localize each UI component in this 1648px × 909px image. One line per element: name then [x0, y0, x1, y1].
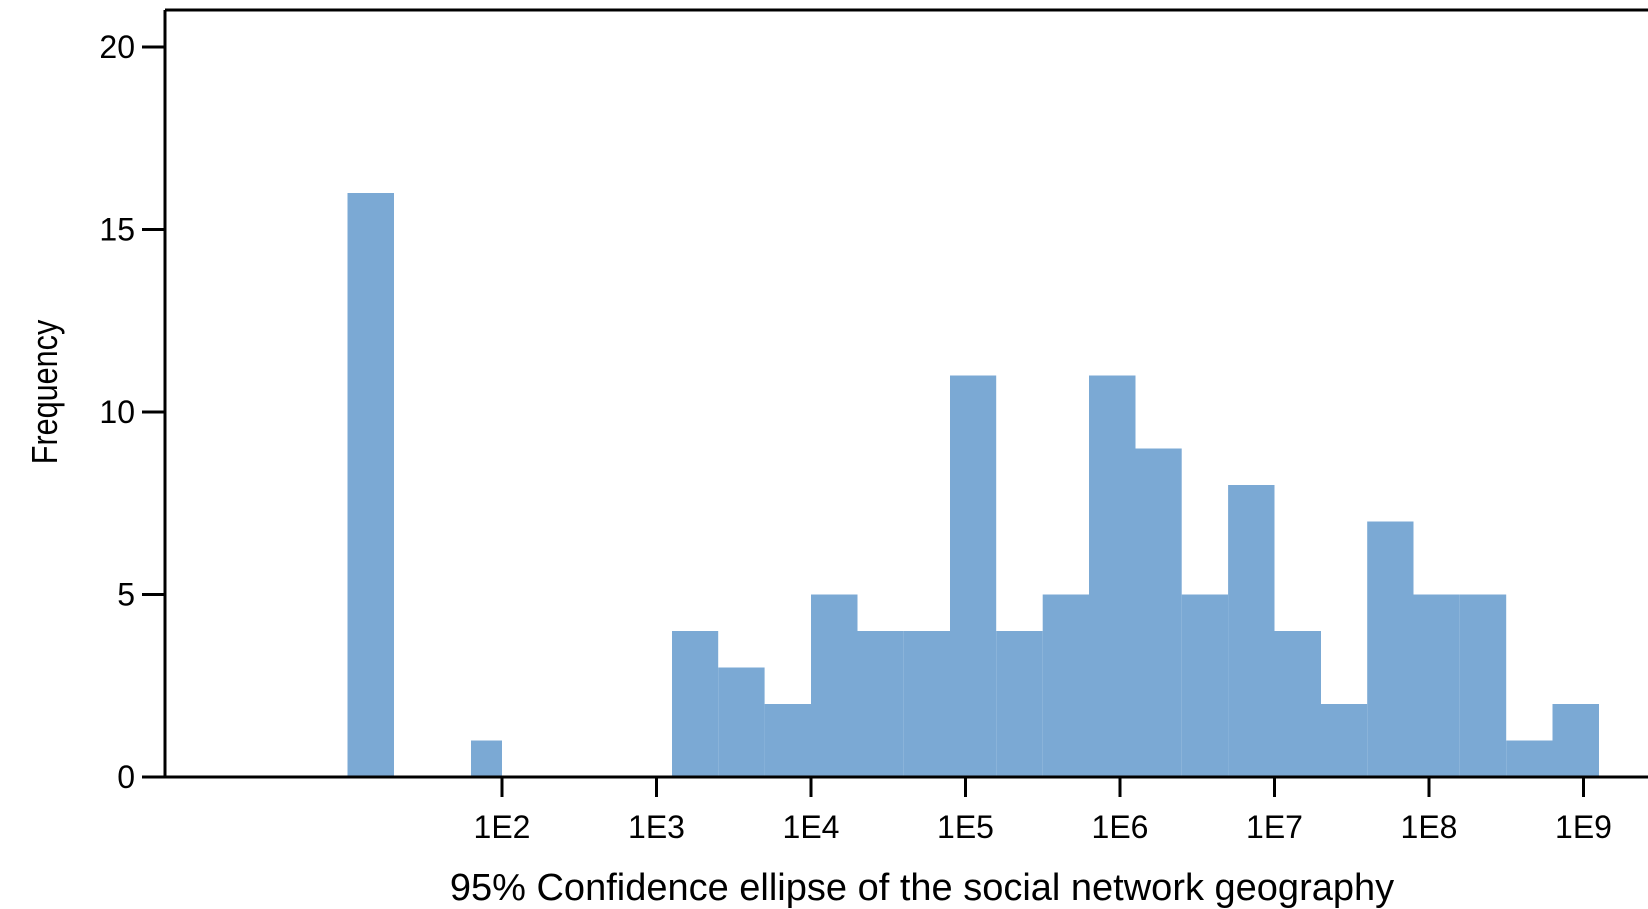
y-tick-label: 10	[99, 394, 135, 430]
y-tick-label: 5	[117, 577, 135, 613]
x-tick-label: 1E8	[1401, 809, 1458, 845]
x-tick-label: 1E4	[783, 809, 840, 845]
histogram-bar	[1042, 594, 1089, 777]
x-tick-label: 1E3	[628, 809, 685, 845]
x-tick-label: 1E2	[474, 809, 531, 845]
x-tick-label: 1E6	[1092, 809, 1149, 845]
histogram-bar	[672, 631, 719, 777]
y-tick-label: 0	[117, 759, 135, 795]
histogram-bars	[347, 193, 1599, 777]
y-tick-label: 20	[99, 29, 135, 65]
histogram-bar	[857, 631, 904, 777]
histogram-bar	[1552, 704, 1599, 777]
x-tick-label: 1E7	[1246, 809, 1303, 845]
histogram-bar	[1274, 631, 1321, 777]
histogram-bar	[718, 667, 765, 777]
y-tick-label: 15	[99, 212, 135, 248]
histogram-bar	[1413, 594, 1460, 777]
histogram-bar	[1135, 448, 1182, 777]
histogram-bar	[903, 631, 950, 777]
x-axis-title: 95% Confidence ellipse of the social net…	[450, 867, 1394, 909]
histogram-bar	[996, 631, 1043, 777]
histogram-bar	[347, 193, 394, 777]
x-tick-label: 1E5	[937, 809, 994, 845]
histogram-bar	[811, 594, 858, 777]
histogram-bar	[1181, 594, 1229, 777]
histogram-bar	[471, 740, 502, 777]
x-tick-label: 1E9	[1555, 809, 1612, 845]
histogram-bar	[1321, 704, 1368, 777]
histogram-bar	[1506, 740, 1553, 777]
histogram-bar	[1459, 594, 1507, 777]
y-axis-ticks: 0 5 10 15 20	[99, 29, 165, 795]
histogram-bar	[950, 375, 997, 777]
histogram-bar	[1089, 375, 1136, 777]
histogram-bar	[764, 704, 811, 777]
histogram-bar	[1367, 521, 1414, 777]
histogram-bar	[1228, 485, 1275, 777]
y-axis-title: Frequency	[26, 319, 66, 464]
x-axis-ticks: 1E2 1E3 1E4 1E5 1E6 1E7 1E8 1E9	[474, 777, 1612, 845]
